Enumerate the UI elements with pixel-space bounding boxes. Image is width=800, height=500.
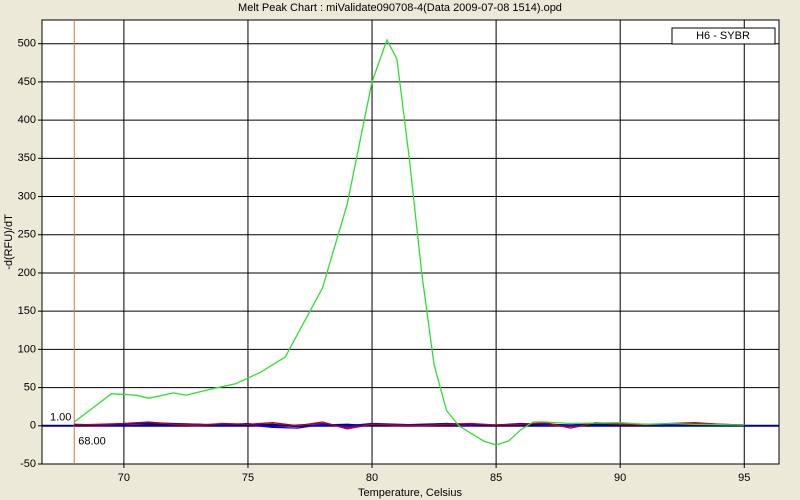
y-tick-label: 150 [18,305,36,317]
y-tick-label: 500 [18,38,36,50]
y-axis-title: -d(RFU)/dT [3,214,15,270]
y-tick-label: 350 [18,152,36,164]
legend-label: H6 - SYBR [696,30,750,42]
y-tick-label: 50 [24,381,36,393]
cursor-y-label: 1.00 [50,412,71,424]
y-tick-label: 250 [18,229,36,241]
plot-area [41,19,780,465]
y-tick-label: 200 [18,267,36,279]
y-tick-label: 450 [18,76,36,88]
y-tick-label: 100 [18,343,36,355]
cursor-x-label: 68.00 [78,436,106,448]
x-tick-label: 95 [738,472,750,484]
x-tick-label: 85 [490,472,502,484]
series-line [73,38,745,446]
y-tick-label: 300 [18,190,36,202]
y-tick-label: 400 [18,114,36,126]
y-tick-label: 0 [30,420,36,432]
x-axis-title: Temperature, Celsius [358,487,462,499]
x-tick-label: 90 [614,472,626,484]
x-tick-label: 70 [118,472,130,484]
legend-box [671,27,776,45]
series-line [74,421,745,430]
x-tick-label: 75 [242,472,254,484]
chart-title: Melt Peak Chart : miValidate090708-4(Dat… [238,2,562,14]
x-tick-label: 80 [366,472,378,484]
y-tick-label: -50 [20,458,36,470]
